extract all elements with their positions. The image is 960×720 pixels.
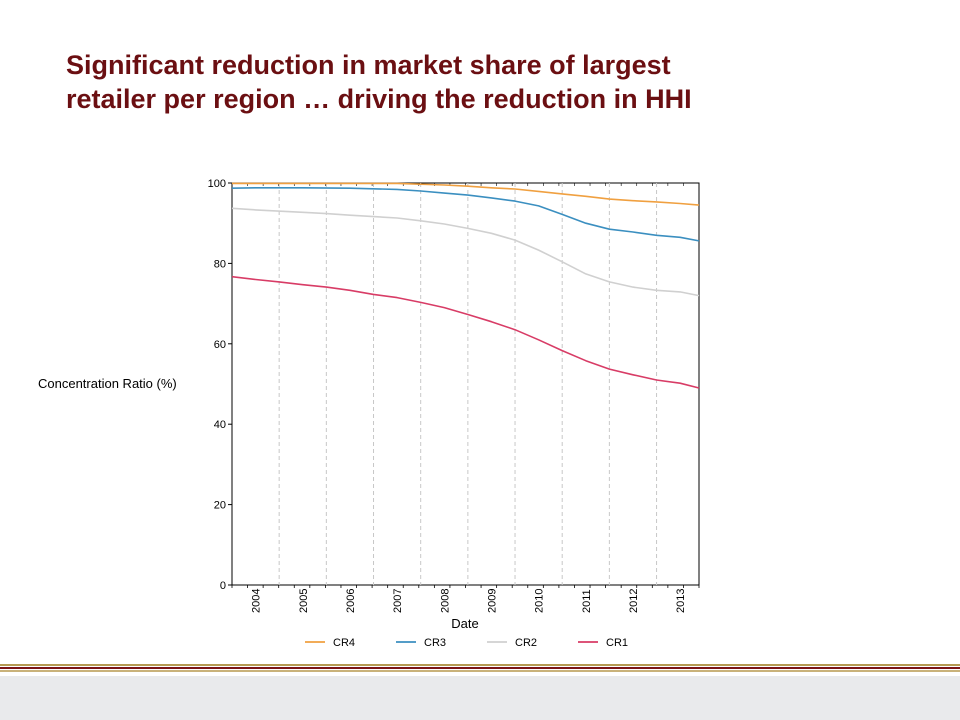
x-tick-label: 2008 bbox=[439, 589, 451, 613]
y-tick-label: 20 bbox=[214, 500, 226, 512]
x-tick-label: 2006 bbox=[345, 589, 357, 613]
chart-gridlines bbox=[278, 183, 658, 585]
x-tick-label: 2012 bbox=[628, 589, 640, 613]
legend-label-cr4: CR4 bbox=[333, 637, 355, 649]
footer-bar bbox=[0, 676, 960, 720]
legend-label-cr3: CR3 bbox=[424, 637, 446, 649]
y-tick-label: 80 bbox=[214, 258, 226, 270]
plot-area bbox=[231, 182, 700, 586]
chart-legend: CR4 CR3 CR2 CR1 bbox=[305, 637, 628, 649]
y-axis-title: Concentration Ratio (%) bbox=[38, 376, 177, 391]
legend-label-cr2: CR2 bbox=[515, 637, 537, 649]
legend-label-cr1: CR1 bbox=[606, 637, 628, 649]
concentration-ratio-chart: 0 20 40 60 80 100 2004 2005 2006 2007 2008 2009 201… bbox=[38, 178, 700, 649]
x-tick-label: 2004 bbox=[251, 589, 263, 613]
series-line-cr3 bbox=[231, 187, 700, 242]
x-axis-title: Date bbox=[451, 616, 478, 631]
series-line-cr1 bbox=[231, 275, 700, 389]
y-axis: 0 20 40 60 80 100 bbox=[208, 178, 232, 592]
chart-series bbox=[231, 182, 700, 389]
x-tick-label: 2009 bbox=[486, 589, 498, 613]
y-tick-label: 0 bbox=[220, 580, 226, 592]
slide-title: Significant reduction in market share of… bbox=[66, 48, 926, 116]
slide-title-line-2: retailer per region … driving the reduct… bbox=[66, 84, 692, 114]
series-line-cr2 bbox=[231, 207, 700, 297]
footer-accent-line bbox=[0, 670, 960, 672]
footer-accent-line bbox=[0, 664, 960, 666]
footer-accent-line bbox=[0, 667, 960, 669]
x-tick-label: 2005 bbox=[298, 589, 310, 613]
x-axis: 2004 2005 2006 2007 2008 2009 2010 2011 2012 2013 bbox=[231, 183, 700, 613]
x-tick-label: 2010 bbox=[534, 589, 546, 613]
slide-title-line-1: Significant reduction in market share of… bbox=[66, 50, 671, 80]
series-line-cr4 bbox=[232, 182, 700, 206]
y-tick-label: 60 bbox=[214, 339, 226, 351]
x-tick-label: 2013 bbox=[675, 589, 687, 613]
x-tick-label: 2007 bbox=[392, 589, 404, 613]
y-tick-label: 100 bbox=[208, 178, 226, 190]
y-tick-label: 40 bbox=[214, 419, 226, 431]
x-tick-label: 2011 bbox=[581, 589, 593, 613]
